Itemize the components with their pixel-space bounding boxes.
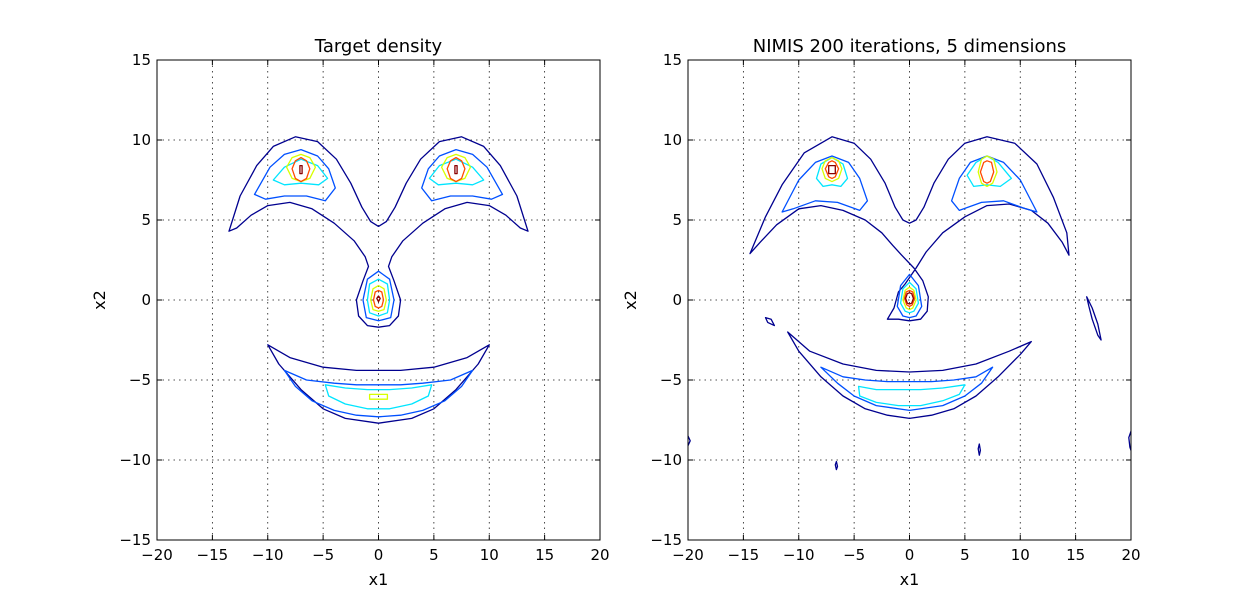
contour-line-level-3 [428,158,485,186]
contour-line-level-5 [979,160,995,184]
contour-line-level-1 [977,443,982,456]
contour-line-level-1 [228,136,529,328]
contour-line-level-4 [977,155,998,188]
x-tick-label: −10 [252,546,284,564]
contour-plot-nimis: NIMIS 200 iterations, 5 dimensions x1 x2… [621,36,1141,589]
y-tick-label: −10 [650,451,682,469]
x-tick-label: 0 [905,546,915,564]
contour-line-level-3 [966,155,1013,188]
contour-line-level-1 [834,460,839,471]
contour-line-level-4 [368,393,389,400]
y-tick-label: −5 [129,371,151,389]
contour-line-level-1 [267,344,490,424]
x-tick-label: −5 [312,546,334,564]
x-axis-label: x1 [900,570,920,589]
contour-line-level-1 [688,435,691,447]
contour-lines [688,136,1131,471]
x-axis-label: x1 [369,570,389,589]
contour-line-level-6 [904,292,915,305]
contour-line-level-3 [366,278,391,317]
x-tick-label: −20 [672,546,704,564]
x-tick-label: 15 [535,546,554,564]
contour-line-level-4 [821,156,843,183]
y-tick-label: −15 [650,531,682,549]
contour-line-level-6 [454,164,458,175]
contour-line-level-2 [362,270,395,322]
contour-line-level-4 [902,286,917,311]
contour-line-level-3 [899,281,920,314]
contour-line-level-6 [828,164,836,175]
contour-line-level-5 [903,289,916,308]
x-tick-label: −20 [141,546,173,564]
contour-line-level-2 [283,369,474,418]
y-tick-label: −5 [660,371,682,389]
x-tick-label: 20 [1121,546,1140,564]
y-axis-label: x2 [621,290,640,310]
contour-line-level-3 [272,158,329,186]
contour-line-level-1 [764,316,776,327]
x-tick-label: 0 [374,546,384,564]
y-tick-label: −15 [119,531,151,549]
contour-line-level-4 [285,153,317,183]
x-tick-label: −15 [197,546,229,564]
contour-line-level-1 [787,331,1032,420]
plot-title: Target density [314,36,443,57]
contour-line-level-1 [1128,430,1131,452]
y-tick-label: 0 [141,291,151,309]
contour-line-level-4 [370,284,387,312]
x-tick-label: −5 [843,546,865,564]
y-tick-label: 10 [132,131,151,149]
y-tick-label: 15 [663,51,682,69]
contour-line-level-4 [440,153,472,183]
y-tick-label: 15 [132,51,151,69]
x-tick-label: 15 [1066,546,1085,564]
y-tick-label: 5 [672,211,682,229]
contour-line-level-2 [896,273,923,319]
contour-line-level-6 [299,164,303,175]
contour-line-level-2 [781,155,869,213]
contour-plot-target-density: Target density x1 x2 −20 −15 −10 −5 0 5 10 15 20… [90,36,610,589]
contour-line-level-2 [950,155,1038,213]
contour-line-level-2 [820,366,994,412]
contour-line-level-2 [253,148,336,202]
contour-line-level-6 [376,295,381,303]
contour-line-level-5 [446,156,466,183]
contour-line-level-5 [372,289,385,309]
x-tick-label: 5 [429,546,439,564]
x-tick-label: −10 [783,546,815,564]
x-tick-label: 5 [960,546,970,564]
x-tick-label: −15 [728,546,760,564]
contour-line-level-3 [324,384,433,410]
y-tick-label: 5 [141,211,151,229]
contour-line-level-5 [291,156,311,183]
plot-title: NIMIS 200 iterations, 5 dimensions [753,36,1067,57]
contour-line-level-3 [857,384,966,407]
contour-line-level-1 [749,136,1070,322]
x-tick-label: 20 [590,546,609,564]
y-tick-label: −10 [119,451,151,469]
x-tick-label: 10 [1011,546,1030,564]
contour-line-level-5 [824,160,840,180]
y-tick-label: 10 [663,131,682,149]
y-tick-label: 0 [672,291,682,309]
x-tick-label: 10 [480,546,499,564]
contour-lines [228,136,529,424]
y-axis-label: x2 [90,290,109,310]
contour-line-level-1 [1086,296,1102,341]
contour-line-level-2 [421,148,504,202]
